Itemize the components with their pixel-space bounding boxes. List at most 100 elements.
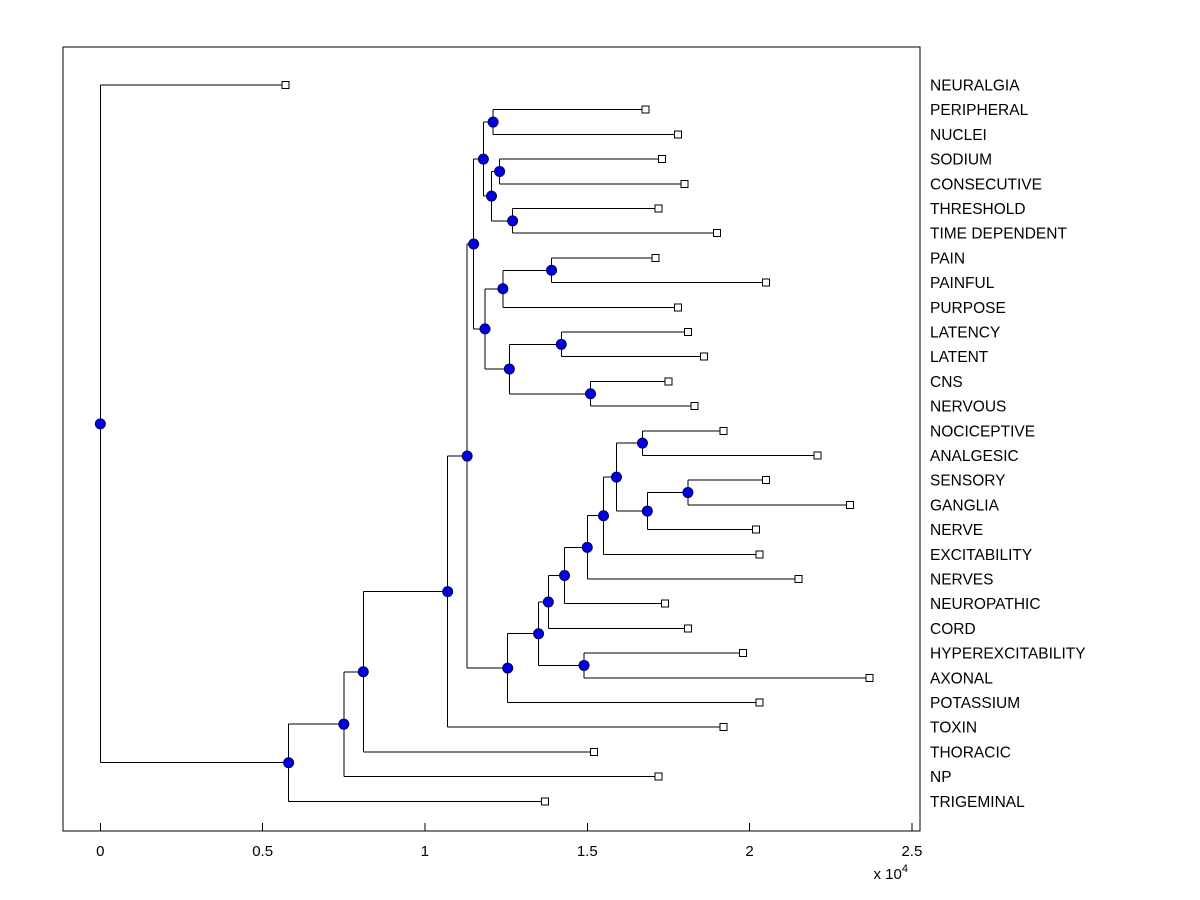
leaf-node-marker [719, 723, 728, 732]
leaf-node-marker [690, 402, 699, 411]
branch-node-marker [494, 165, 506, 177]
leaf-node-marker [865, 673, 874, 682]
leaf-node-marker [713, 229, 722, 238]
x-tick-label: 0 [96, 843, 104, 860]
branch-node-marker [357, 666, 369, 678]
leaf-node-marker [657, 155, 666, 164]
leaf-node-marker [813, 451, 822, 460]
leaf-node-marker [752, 525, 761, 534]
branch-node-marker [533, 628, 545, 640]
x-tick-label: 2 [745, 843, 753, 860]
leaf-label: NERVES [930, 572, 993, 589]
leaf-label: PAIN [930, 250, 965, 267]
branch-node-marker [559, 570, 571, 582]
leaf-label: NOCICEPTIVE [930, 423, 1035, 440]
leaf-label: THRESHOLD [930, 201, 1026, 218]
x-axis-multiplier-exponent: 4 [902, 863, 908, 875]
leaf-label: SODIUM [930, 152, 992, 169]
branch-node-marker [581, 541, 593, 553]
leaf-label: AXONAL [930, 670, 993, 687]
leaf-label: TRIGEMINAL [930, 794, 1025, 811]
branch-node-marker [503, 363, 515, 375]
leaf-label: TOXIN [930, 720, 977, 737]
branch-node-marker [682, 487, 694, 499]
branch-node-marker [497, 283, 509, 295]
leaf-label: GANGLIA [930, 497, 1000, 514]
plot-box [62, 46, 921, 832]
leaf-node-marker [281, 81, 290, 89]
leaf-node-marker [651, 253, 660, 262]
branch-node-marker [597, 510, 609, 522]
branch-node-marker [461, 450, 473, 462]
branch-node-marker [338, 718, 350, 730]
branch-node-marker [641, 505, 653, 517]
leaf-node-marker [680, 179, 689, 188]
leaf-node-marker [755, 550, 764, 559]
branch-node-marker [283, 757, 295, 769]
leaf-label: PURPOSE [930, 300, 1006, 317]
leaf-node-marker [761, 278, 770, 287]
leaf-label: EXCITABILITY [930, 547, 1032, 564]
branch-node-marker [507, 215, 519, 227]
leaf-node-marker [739, 649, 748, 658]
leaf-label: LATENT [930, 349, 989, 366]
leaf-label: ANALGESIC [930, 448, 1019, 465]
leaf-label: POTASSIUM [930, 695, 1020, 712]
leaf-label: TIME DEPENDENT [930, 226, 1067, 243]
leaf-node-marker [589, 747, 598, 756]
branch-node-marker [477, 153, 489, 165]
leaf-node-marker [700, 352, 709, 361]
leaf-node-marker [654, 772, 663, 781]
leaf-node-marker [664, 377, 673, 386]
leaf-label: NERVE [930, 522, 983, 539]
leaf-label: LATENCY [930, 325, 1000, 342]
branch-node-marker [468, 238, 480, 250]
leaf-node-marker [641, 105, 650, 114]
branch-node-marker [486, 190, 497, 202]
leaf-node-marker [683, 624, 692, 633]
leaf-node-marker [761, 476, 770, 485]
branch-node-marker [542, 596, 554, 608]
branch-node-marker [94, 418, 106, 430]
leaf-node-marker [755, 698, 764, 707]
leaf-label: HYPEREXCITABILITY [930, 646, 1086, 663]
leaf-label: NUCLEI [930, 127, 987, 144]
branch-node-marker [487, 116, 499, 128]
leaf-node-marker [661, 599, 670, 608]
leaf-label: NEURALGIA [930, 78, 1020, 95]
leaf-node-marker [846, 500, 855, 509]
branch-node-marker [502, 662, 514, 674]
leaf-label: CNS [930, 374, 963, 391]
leaf-node-marker [674, 303, 683, 312]
x-tick-label: 1 [421, 843, 429, 860]
leaf-label: NERVOUS [930, 399, 1006, 416]
x-tick-label: 1.5 [577, 843, 598, 860]
leaf-node-marker [719, 426, 728, 435]
leaf-label: PAINFUL [930, 275, 995, 292]
leaf-node-marker [654, 204, 663, 213]
leaf-label: SENSORY [930, 473, 1006, 490]
leaf-node-marker [794, 575, 803, 583]
branch-node-marker [555, 338, 567, 350]
x-tick-label: 0.5 [252, 843, 273, 860]
x-tick-label: 2.5 [901, 843, 922, 860]
branch-node-marker [578, 659, 590, 671]
branch-node-marker [636, 437, 648, 449]
branch-node-marker [585, 388, 597, 400]
branch-node-marker [479, 323, 491, 335]
leaf-label: NEUROPATHIC [930, 596, 1041, 613]
leaf-label: NP [930, 769, 952, 786]
leaf-node-marker [541, 797, 550, 806]
branch-node-marker [442, 586, 454, 598]
leaf-node-marker [683, 328, 692, 336]
leaf-label: THORACIC [930, 744, 1011, 761]
leaf-label: CONSECUTIVE [930, 176, 1042, 193]
x-axis-multiplier: x 104 [874, 863, 908, 883]
branch-node-marker [546, 264, 558, 276]
branch-node-marker [610, 471, 622, 483]
leaf-node-marker [674, 130, 683, 139]
leaf-label: PERIPHERAL [930, 102, 1029, 119]
